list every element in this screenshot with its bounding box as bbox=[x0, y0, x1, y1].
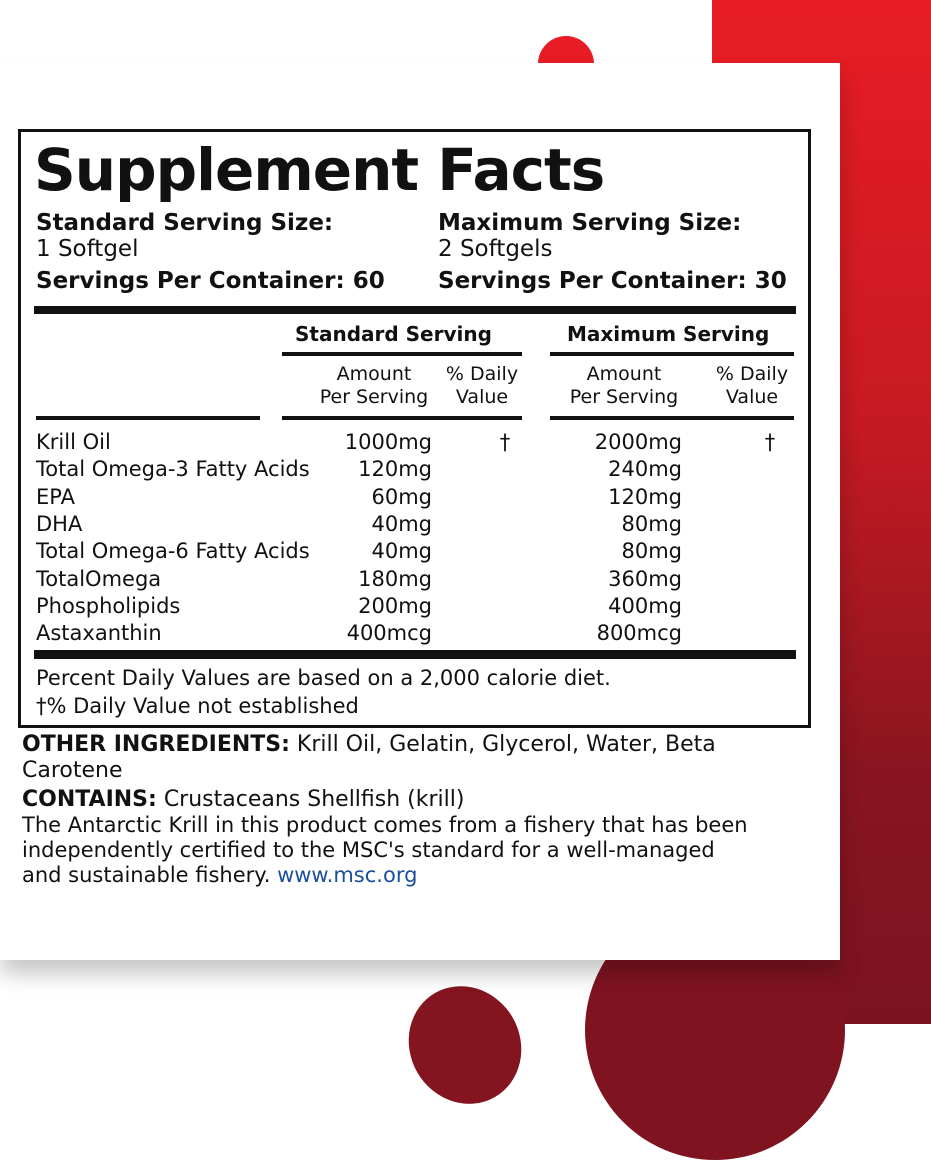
nutrient-name: TotalOmega bbox=[36, 566, 162, 591]
nutrient-name: Krill Oil bbox=[36, 430, 111, 454]
msc-line-2: independently certified to the MSC's sta… bbox=[22, 838, 715, 862]
standard-amount: 40mg bbox=[371, 511, 432, 536]
dv-header-max: % Daily Value bbox=[710, 363, 794, 409]
maximum-amount: 80mg bbox=[621, 539, 682, 564]
per-serving-label: Per Serving bbox=[319, 386, 429, 408]
other-ingredients-label: OTHER INGREDIENTS: bbox=[22, 732, 290, 757]
maximum-serving-header: Maximum Serving bbox=[567, 322, 770, 346]
standard-dv: † bbox=[499, 430, 511, 454]
maximum-amount: 120mg bbox=[608, 484, 682, 509]
daily-label: % Daily bbox=[445, 363, 519, 385]
msc-line-3: and sustainable fishery. www.msc.org bbox=[22, 863, 417, 887]
maximum-servings: Servings Per Container: 30 bbox=[438, 268, 787, 294]
value-label: Value bbox=[455, 386, 509, 408]
standard-amount: 180mg bbox=[358, 566, 432, 591]
nutrient-name: Astaxanthin bbox=[36, 621, 162, 646]
other-ingredients: OTHER INGREDIENTS: Krill Oil, Gelatin, G… bbox=[22, 732, 716, 757]
standard-amount: 120mg bbox=[358, 457, 432, 482]
msc-link[interactable]: www.msc.org bbox=[277, 863, 418, 887]
supplement-facts-panel bbox=[18, 129, 811, 728]
msc-text: and sustainable fishery. bbox=[22, 863, 278, 887]
footnote-not-established: †% Daily Value not established bbox=[36, 694, 359, 718]
nutrient-name: Total Omega-6 Fatty Acids bbox=[36, 539, 310, 564]
contains-text: Crustaceans Shellfish (krill) bbox=[156, 787, 465, 812]
standard-size-value: 1 Softgel bbox=[36, 236, 139, 262]
value-label: Value bbox=[725, 386, 779, 408]
amount-header-max: Amount Per Serving bbox=[566, 363, 682, 409]
standard-amount: 60mg bbox=[371, 484, 432, 509]
msc-line-1: The Antarctic Krill in this product come… bbox=[22, 813, 748, 837]
maximum-amount: 2000mg bbox=[594, 430, 682, 454]
amount-label: Amount bbox=[586, 363, 662, 385]
amount-label: Amount bbox=[336, 363, 412, 385]
maximum-amount: 240mg bbox=[608, 457, 682, 482]
standard-amount: 400mcg bbox=[346, 621, 432, 646]
standard-amount: 1000mg bbox=[344, 430, 432, 454]
amount-header-std: Amount Per Serving bbox=[316, 363, 432, 409]
maximum-amount: 800mcg bbox=[596, 621, 682, 646]
nutrient-name: EPA bbox=[36, 484, 75, 509]
divider bbox=[550, 352, 794, 356]
contains: CONTAINS: Crustaceans Shellfish (krill) bbox=[22, 787, 464, 812]
maximum-amount: 360mg bbox=[608, 566, 682, 591]
standard-amount: 200mg bbox=[358, 593, 432, 618]
daily-label: % Daily bbox=[715, 363, 789, 385]
nutrient-name: DHA bbox=[36, 511, 83, 536]
maximum-amount: 80mg bbox=[621, 511, 682, 536]
nutrient-name: Total Omega-3 Fatty Acids bbox=[36, 457, 310, 482]
other-ingredients-text: Krill Oil, Gelatin, Glycerol, Water, Bet… bbox=[289, 732, 716, 757]
maximum-amount: 400mg bbox=[608, 593, 682, 618]
footnote-daily-values: Percent Daily Values are based on a 2,00… bbox=[36, 666, 611, 690]
divider bbox=[282, 352, 522, 356]
standard-serving-header: Standard Serving bbox=[295, 322, 492, 346]
divider bbox=[36, 416, 260, 420]
maximum-dv: † bbox=[764, 430, 776, 454]
thick-divider bbox=[34, 306, 796, 314]
divider bbox=[550, 416, 794, 420]
per-serving-label: Per Serving bbox=[569, 386, 679, 408]
thick-divider bbox=[34, 650, 796, 659]
divider bbox=[282, 416, 522, 420]
label-card bbox=[0, 63, 840, 960]
nutrient-name: Phospholipids bbox=[36, 593, 181, 618]
page-title: Supplement Facts bbox=[34, 136, 605, 204]
contains-label: CONTAINS: bbox=[22, 787, 157, 812]
standard-servings: Servings Per Container: 60 bbox=[36, 268, 385, 294]
maximum-size-value: 2 Softgels bbox=[438, 236, 553, 262]
dark-red-drop bbox=[387, 965, 543, 1125]
other-ingredients-cont: Carotene bbox=[22, 758, 123, 783]
dv-header-std: % Daily Value bbox=[442, 363, 522, 409]
standard-size-label: Standard Serving Size: bbox=[36, 210, 334, 236]
standard-amount: 40mg bbox=[371, 539, 432, 564]
maximum-size-label: Maximum Serving Size: bbox=[438, 210, 742, 236]
